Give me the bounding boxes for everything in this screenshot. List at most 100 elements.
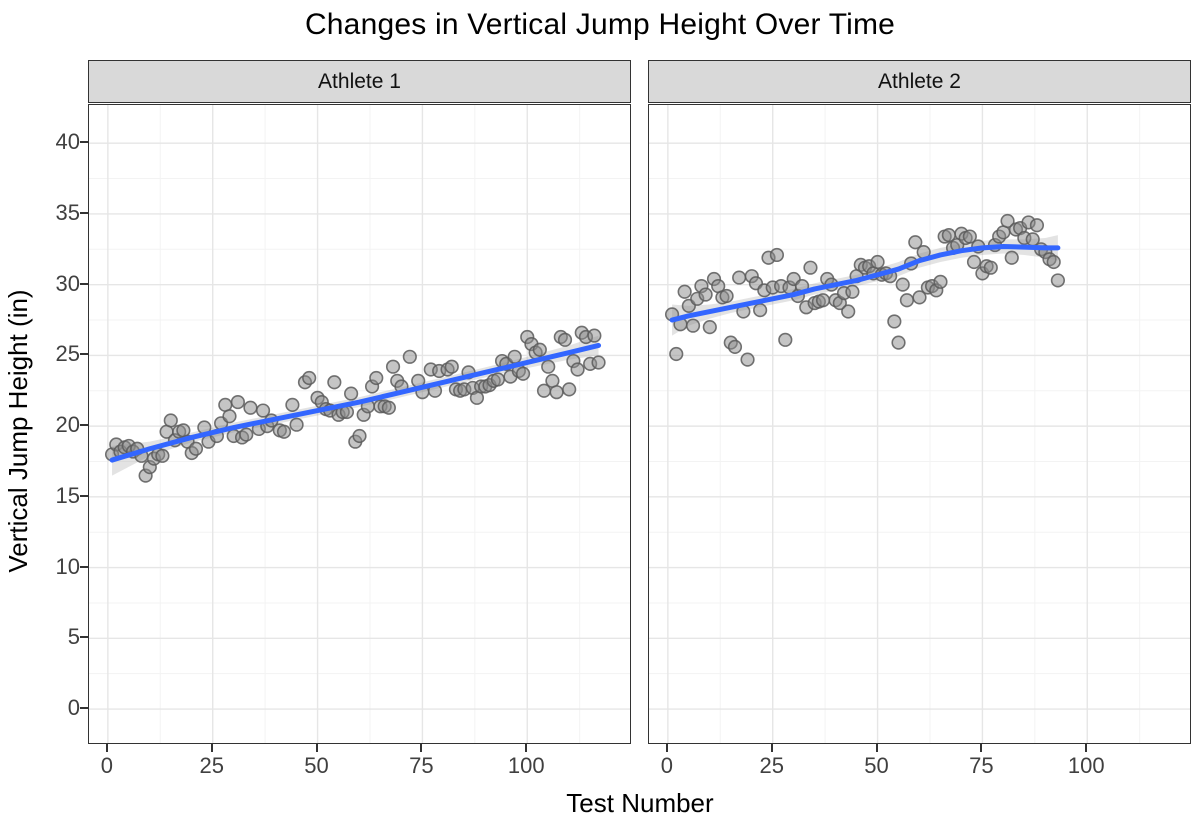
data-point xyxy=(243,400,258,415)
data-point xyxy=(507,349,522,364)
data-point xyxy=(541,359,556,374)
data-point xyxy=(870,254,885,270)
data-point xyxy=(591,355,606,370)
x-tick-label: 100 xyxy=(507,753,545,778)
data-point xyxy=(276,424,292,439)
plot-title: Changes in Vertical Jump Height Over Tim… xyxy=(304,8,896,41)
y-tick-label: 40 xyxy=(55,129,80,155)
y-tick-mark xyxy=(80,282,88,285)
y-axis-title: Vertical Jump Height (in) xyxy=(3,289,33,573)
y-tick-label: 20 xyxy=(55,412,80,438)
x-tick-mark xyxy=(105,744,108,752)
y-tick-label: 0 xyxy=(67,695,80,721)
data-point xyxy=(769,247,785,263)
x-tick-label: 0 xyxy=(660,753,673,778)
y-tick-mark xyxy=(80,494,88,497)
data-point xyxy=(239,427,254,442)
data-point xyxy=(778,332,793,347)
x-tick-mark xyxy=(315,744,318,752)
data-point xyxy=(1000,213,1015,229)
data-point xyxy=(908,235,923,250)
data-point xyxy=(815,293,831,308)
data-point xyxy=(369,370,384,386)
x-tick-label: 50 xyxy=(864,753,889,778)
y-tick-mark xyxy=(80,707,88,710)
data-point xyxy=(719,288,734,304)
x-tick-mark xyxy=(210,744,213,752)
x-axis-title: Test Number xyxy=(566,788,714,818)
data-point xyxy=(899,293,915,308)
facet-strip-label: Athlete 1 xyxy=(318,69,401,93)
data-point xyxy=(1046,254,1061,270)
data-point xyxy=(702,319,717,335)
data-point xyxy=(570,362,585,377)
data-point xyxy=(1050,273,1065,288)
data-point xyxy=(933,274,948,289)
y-tick-mark xyxy=(80,141,88,144)
data-point xyxy=(302,370,317,386)
y-tick-label: 25 xyxy=(55,341,80,367)
y-tick-mark xyxy=(80,424,88,427)
x-tick-mark xyxy=(420,744,423,752)
data-point xyxy=(188,441,204,456)
data-point xyxy=(222,409,237,424)
x-tick-label: 0 xyxy=(100,753,113,778)
data-point xyxy=(327,375,342,390)
y-tick-label: 10 xyxy=(55,553,80,579)
x-tick-label: 25 xyxy=(199,753,224,778)
data-point xyxy=(557,332,573,347)
y-tick-label: 30 xyxy=(55,270,80,296)
data-point xyxy=(385,359,401,374)
data-point xyxy=(1004,250,1019,265)
data-point xyxy=(344,386,359,401)
data-point xyxy=(490,372,505,387)
y-tick-label: 35 xyxy=(55,199,80,225)
facet-strip-athlete-1: Athlete 1 xyxy=(88,60,631,103)
facet-panel-athlete-1 xyxy=(88,104,631,744)
data-point xyxy=(562,382,577,397)
data-point xyxy=(841,304,856,319)
data-point xyxy=(966,254,982,270)
data-point xyxy=(895,277,910,292)
facet-panel-athlete-2 xyxy=(648,104,1191,744)
smooth-line xyxy=(109,342,602,463)
x-tick-label: 50 xyxy=(304,753,329,778)
data-point xyxy=(732,270,747,285)
data-point xyxy=(803,260,818,275)
data-point xyxy=(685,318,701,333)
data-point xyxy=(983,260,998,275)
data-point xyxy=(912,290,927,305)
x-tick-mark xyxy=(875,744,878,752)
y-tick-mark xyxy=(80,353,88,356)
data-point xyxy=(549,385,564,400)
data-point xyxy=(669,346,684,362)
x-tick-label: 25 xyxy=(759,753,784,778)
data-point xyxy=(740,352,755,367)
data-point xyxy=(255,403,271,418)
y-tick-label: 5 xyxy=(67,624,80,650)
y-tick-label: 15 xyxy=(55,482,80,508)
x-tick-mark xyxy=(1085,744,1088,752)
data-point xyxy=(727,339,743,355)
x-tick-mark xyxy=(770,744,773,752)
smooth-line xyxy=(669,243,1061,323)
data-point xyxy=(962,229,977,244)
data-point xyxy=(891,335,906,350)
scatter-plot-athlete-1 xyxy=(89,105,630,743)
data-point xyxy=(587,328,602,343)
data-point xyxy=(532,342,547,357)
data-point xyxy=(381,400,396,415)
scatter-plot-athlete-2 xyxy=(649,105,1190,743)
data-point xyxy=(698,287,713,302)
x-tick-label: 75 xyxy=(969,753,994,778)
confidence-ribbon xyxy=(112,335,599,476)
x-tick-label: 100 xyxy=(1067,753,1105,778)
data-point xyxy=(285,397,300,413)
data-point xyxy=(515,366,531,381)
data-point xyxy=(444,359,459,374)
facet-strip-label: Athlete 2 xyxy=(878,69,961,93)
data-point xyxy=(230,394,245,410)
y-tick-mark xyxy=(80,565,88,568)
data-point xyxy=(352,428,367,444)
